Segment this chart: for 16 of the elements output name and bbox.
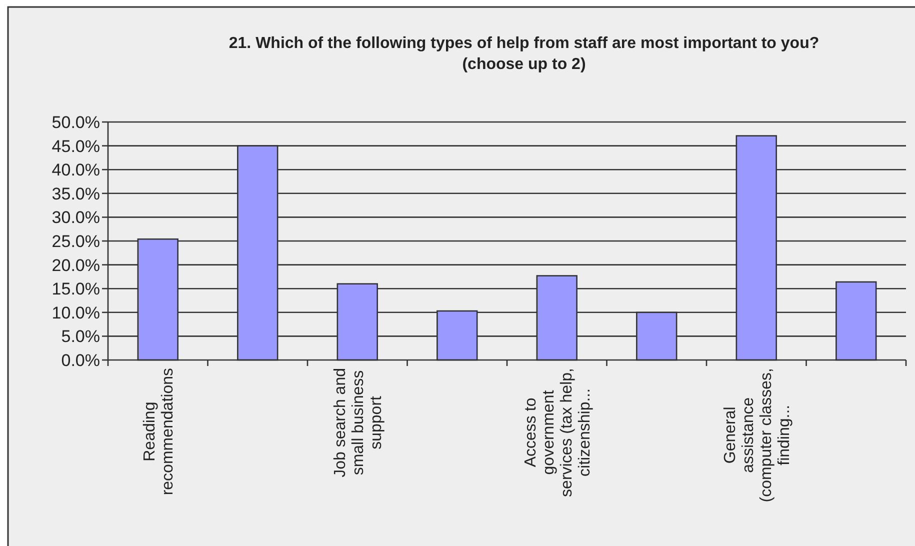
y-tick-label: 35.0% [52,184,100,204]
y-tick-label: 45.0% [52,136,100,156]
y-tick-label: 40.0% [52,160,100,180]
x-tick-label: Reading recommendations [142,368,176,496]
x-tick-label: Job search and small business support [332,368,385,478]
y-tick-label: 15.0% [52,280,100,299]
y-tick-label: 25.0% [52,232,100,251]
chart-title: 21. Which of the following types of help from staff are most important to you? (choose up to 2) [228,35,820,73]
y-tick-label: 0.0% [61,350,100,370]
y-tick-label: 10.0% [52,303,100,322]
y-tick-label: 50.0% [52,112,100,132]
y-tick-label: 30.0% [52,208,100,228]
x-tick-label: Access to government services (tax help, citizenship... [522,368,594,497]
y-tick-label: 20.0% [52,256,100,275]
y-tick-label: 5.0% [61,327,100,346]
x-tick-label: General assistance (computer classes, finding... [722,368,793,502]
